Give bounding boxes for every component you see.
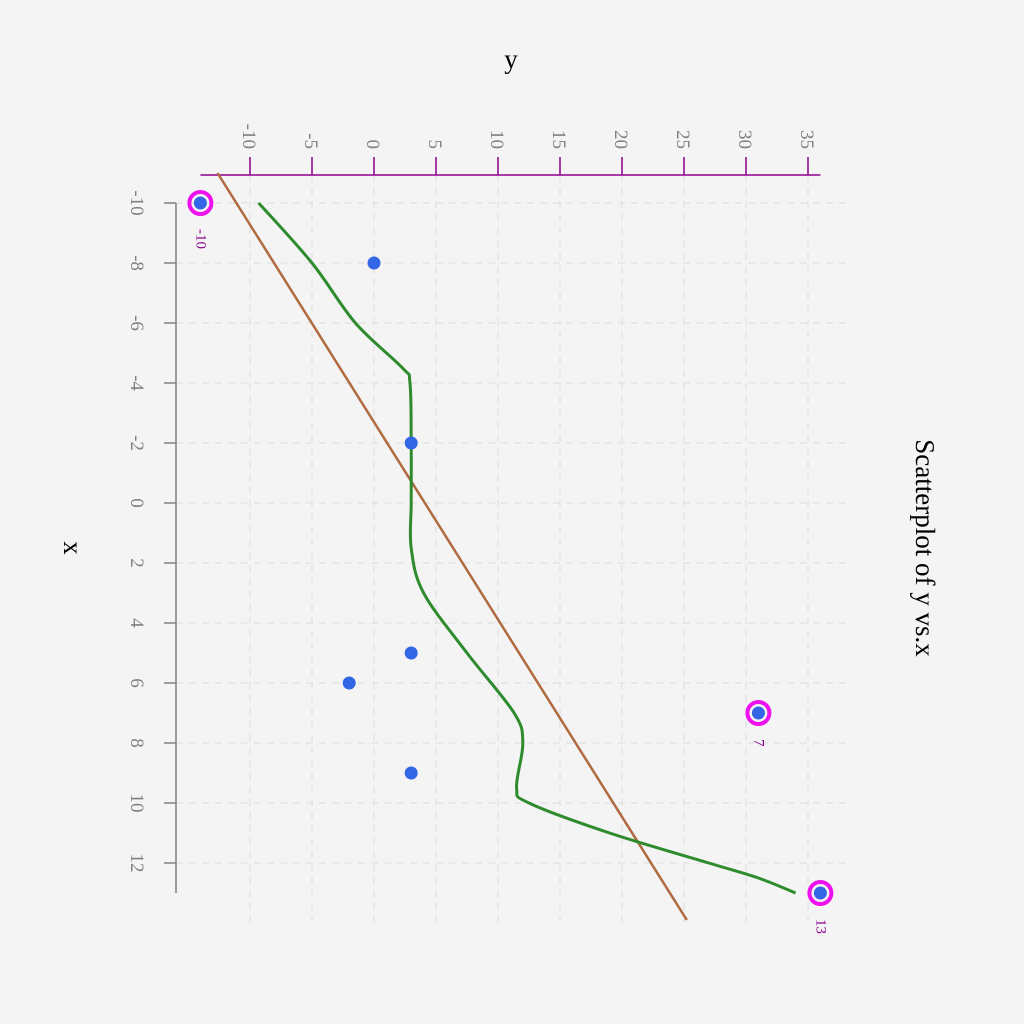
data-point (342, 676, 356, 690)
data-point (404, 646, 418, 660)
data-point (367, 256, 381, 270)
data-point (404, 766, 418, 780)
data-point (813, 886, 827, 900)
x-axis-title: x (58, 541, 88, 555)
tick-labels: -10 -5 0 5 10 15 20 25 30 35 -10 -8 -6 -4 -2 0 2 4 6 8 10 12 (126, 124, 817, 873)
highlighted-point-ring (745, 700, 772, 726)
series (216, 172, 797, 921)
y-tick-label: 15 (548, 130, 569, 149)
y-axis-title: y (504, 44, 518, 74)
x-tick-label: 2 (126, 558, 147, 568)
x-tick-label: -6 (126, 315, 147, 331)
smooth-curve (257, 202, 797, 895)
y-tick-label: 10 (486, 130, 507, 149)
highlighted-point-ring (807, 880, 834, 906)
x-tick-label: -2 (126, 435, 147, 451)
x-tick-label: 12 (126, 854, 147, 873)
y-tick-label: 35 (796, 130, 817, 149)
x-tick-label: 10 (126, 794, 147, 813)
x-tick-label: -10 (126, 190, 147, 215)
grid-lines (176, 175, 848, 922)
y-tick-label: 0 (362, 140, 383, 150)
data-points: -10 7 13 (187, 190, 834, 934)
x-tick-label: -4 (126, 375, 147, 391)
regression-line (216, 172, 688, 921)
y-tick-label: 5 (424, 140, 445, 150)
y-tick-label: 30 (734, 130, 755, 149)
data-point (751, 706, 765, 720)
point-label: 13 (812, 919, 828, 934)
point-label: -10 (192, 229, 208, 249)
x-tick-label: 0 (126, 498, 147, 508)
y-tick-label: -5 (300, 133, 321, 149)
data-point (193, 196, 207, 210)
data-point (404, 436, 418, 450)
x-tick-label: 8 (126, 738, 147, 748)
axes (164, 157, 821, 893)
y-tick-label: 25 (672, 130, 693, 149)
highlighted-point-ring (187, 190, 214, 216)
y-tick-label: 20 (610, 130, 631, 149)
x-tick-label: 6 (126, 678, 147, 688)
x-tick-label: -8 (126, 255, 147, 271)
x-tick-label: 4 (126, 618, 147, 628)
point-label: 7 (750, 739, 766, 747)
y-tick-label: -10 (238, 124, 259, 149)
chart-title: Scatterplot of y vs.x (910, 439, 940, 657)
